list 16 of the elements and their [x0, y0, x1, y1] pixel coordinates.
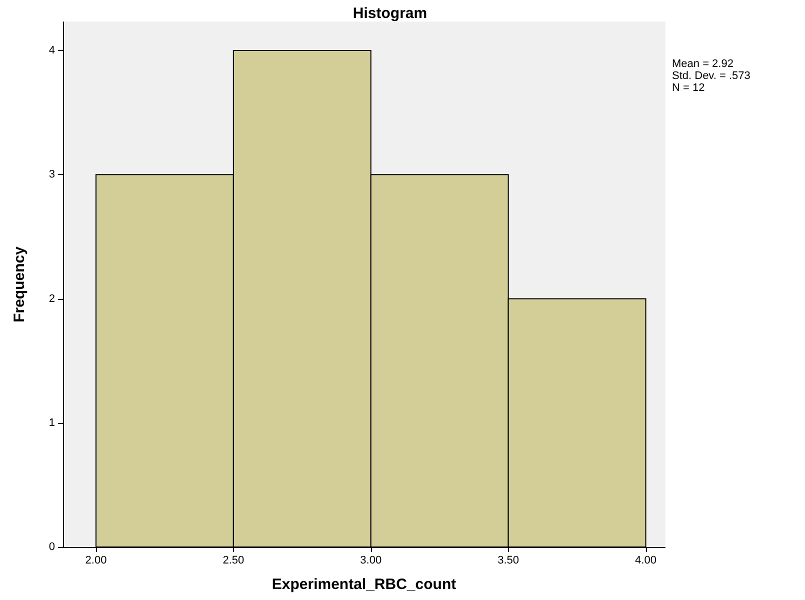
text: Std. Dev. = .573: [672, 70, 750, 82]
y-tick-label: 2: [48, 292, 55, 305]
y-tick-label: 0: [48, 541, 55, 553]
x-tick-label: 2.00: [85, 554, 107, 566]
y-tick-label: 1: [48, 416, 55, 429]
y-tick-label: 4: [48, 44, 55, 57]
x-tick-label: 3.00: [360, 554, 382, 566]
x-tick-label: 2.50: [222, 554, 244, 566]
x-axis-title: Experimental_RBC_count: [272, 576, 456, 593]
y-tick-label: 3: [48, 168, 55, 181]
x-tick-label: 4.00: [635, 554, 656, 566]
text: Mean = 2.92: [672, 58, 734, 70]
text: N = 12: [672, 82, 705, 94]
chart-title: Histogram: [352, 5, 428, 22]
x-tick-label: 3.50: [498, 554, 520, 566]
y-axis-title: Frequency: [11, 246, 28, 322]
